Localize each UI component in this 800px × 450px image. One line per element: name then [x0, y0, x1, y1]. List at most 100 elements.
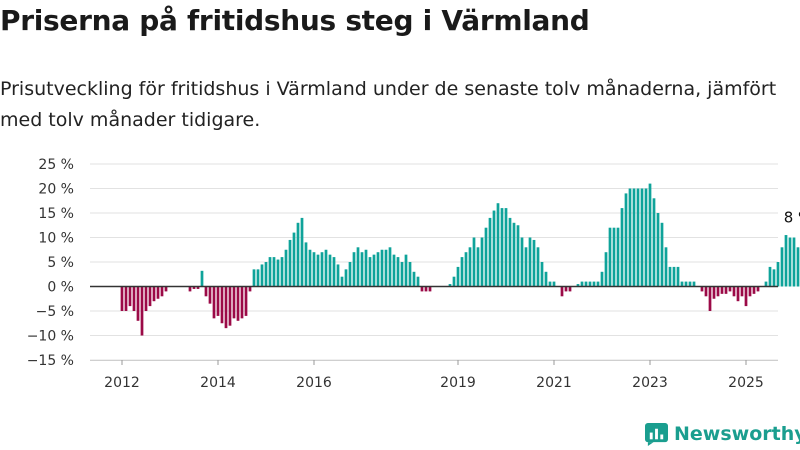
bar	[264, 262, 268, 287]
bar	[708, 286, 712, 311]
bar	[164, 286, 168, 292]
bar	[360, 252, 364, 287]
bar	[340, 276, 344, 287]
bar	[248, 286, 252, 292]
bar	[588, 281, 592, 287]
y-tick-label: −5 %	[36, 304, 74, 320]
bar	[268, 257, 272, 287]
bar	[664, 247, 668, 287]
x-tick-label: 2025	[728, 375, 764, 391]
bar	[668, 266, 672, 287]
bar	[724, 286, 728, 294]
bar	[308, 249, 312, 287]
bar	[336, 264, 340, 287]
bar	[768, 266, 772, 287]
bar	[632, 188, 636, 287]
bar	[124, 286, 128, 311]
bar	[384, 249, 388, 287]
bar	[288, 239, 292, 287]
bar	[776, 262, 780, 287]
bar	[684, 281, 688, 287]
bar	[792, 237, 796, 287]
bar	[468, 247, 472, 287]
bar	[332, 257, 336, 287]
newsworthy-logo-icon	[645, 422, 668, 446]
y-tick-label: 5 %	[47, 255, 74, 271]
x-tick-label: 2019	[440, 375, 476, 391]
bar	[412, 271, 416, 287]
brand-logo: Newsworthy	[645, 420, 800, 448]
bar	[772, 269, 776, 287]
y-tick-label: −10 %	[27, 329, 74, 345]
bar	[596, 281, 600, 287]
bar	[784, 235, 788, 287]
bar	[484, 227, 488, 287]
bar	[316, 254, 320, 287]
bar	[496, 203, 500, 287]
bar	[272, 257, 276, 287]
bar	[672, 266, 676, 287]
bar	[560, 286, 564, 297]
bar	[300, 217, 304, 287]
bar	[648, 183, 652, 287]
bar	[284, 249, 288, 287]
axis-layer: 25 % 20 % 15 % 10 % 5 % 0 % −5 % −10 % −15 % 2012…	[27, 157, 800, 391]
bar	[752, 286, 756, 294]
bar	[160, 286, 164, 297]
x-tick-label: 2023	[632, 375, 668, 391]
bar	[548, 281, 552, 287]
bar	[140, 286, 144, 336]
bar	[576, 284, 580, 287]
bar	[376, 252, 380, 287]
bar	[508, 217, 512, 287]
bar	[740, 286, 744, 297]
bar	[688, 281, 692, 287]
bar	[148, 286, 152, 307]
bar	[568, 286, 572, 292]
bar	[448, 284, 452, 287]
bar	[400, 262, 404, 287]
bar	[464, 252, 468, 287]
y-tick-label: 20 %	[38, 182, 74, 198]
bar	[488, 217, 492, 287]
bar	[680, 281, 684, 287]
bar	[624, 193, 628, 287]
bar	[144, 286, 148, 311]
bar	[492, 210, 496, 287]
bar	[408, 262, 412, 287]
y-tick-label: 15 %	[38, 206, 74, 222]
bar	[136, 286, 140, 321]
bar	[728, 286, 732, 292]
bar	[756, 286, 760, 292]
bar	[356, 247, 360, 287]
bar-layer	[120, 183, 800, 336]
bar	[636, 188, 640, 287]
bar	[224, 286, 228, 329]
bar	[744, 286, 748, 307]
bar	[700, 286, 704, 292]
bar	[788, 237, 792, 287]
bar	[204, 286, 208, 297]
bar	[296, 222, 300, 287]
bar	[156, 286, 160, 299]
bar	[656, 213, 660, 287]
bar	[552, 281, 556, 287]
bar	[132, 286, 136, 311]
bar	[764, 281, 768, 287]
bar	[368, 257, 372, 287]
bar	[604, 252, 608, 287]
x-tick-label: 2012	[104, 375, 140, 391]
bar	[324, 249, 328, 287]
bar	[580, 281, 584, 287]
bar	[236, 286, 240, 321]
bar	[628, 188, 632, 287]
bar	[420, 286, 424, 292]
grid-layer	[90, 163, 778, 361]
bar	[312, 252, 316, 287]
bar	[720, 286, 724, 294]
bar	[704, 286, 708, 297]
bar	[640, 188, 644, 287]
y-tick-label: −15 %	[27, 353, 74, 369]
bar	[152, 286, 156, 302]
bar	[244, 286, 248, 316]
